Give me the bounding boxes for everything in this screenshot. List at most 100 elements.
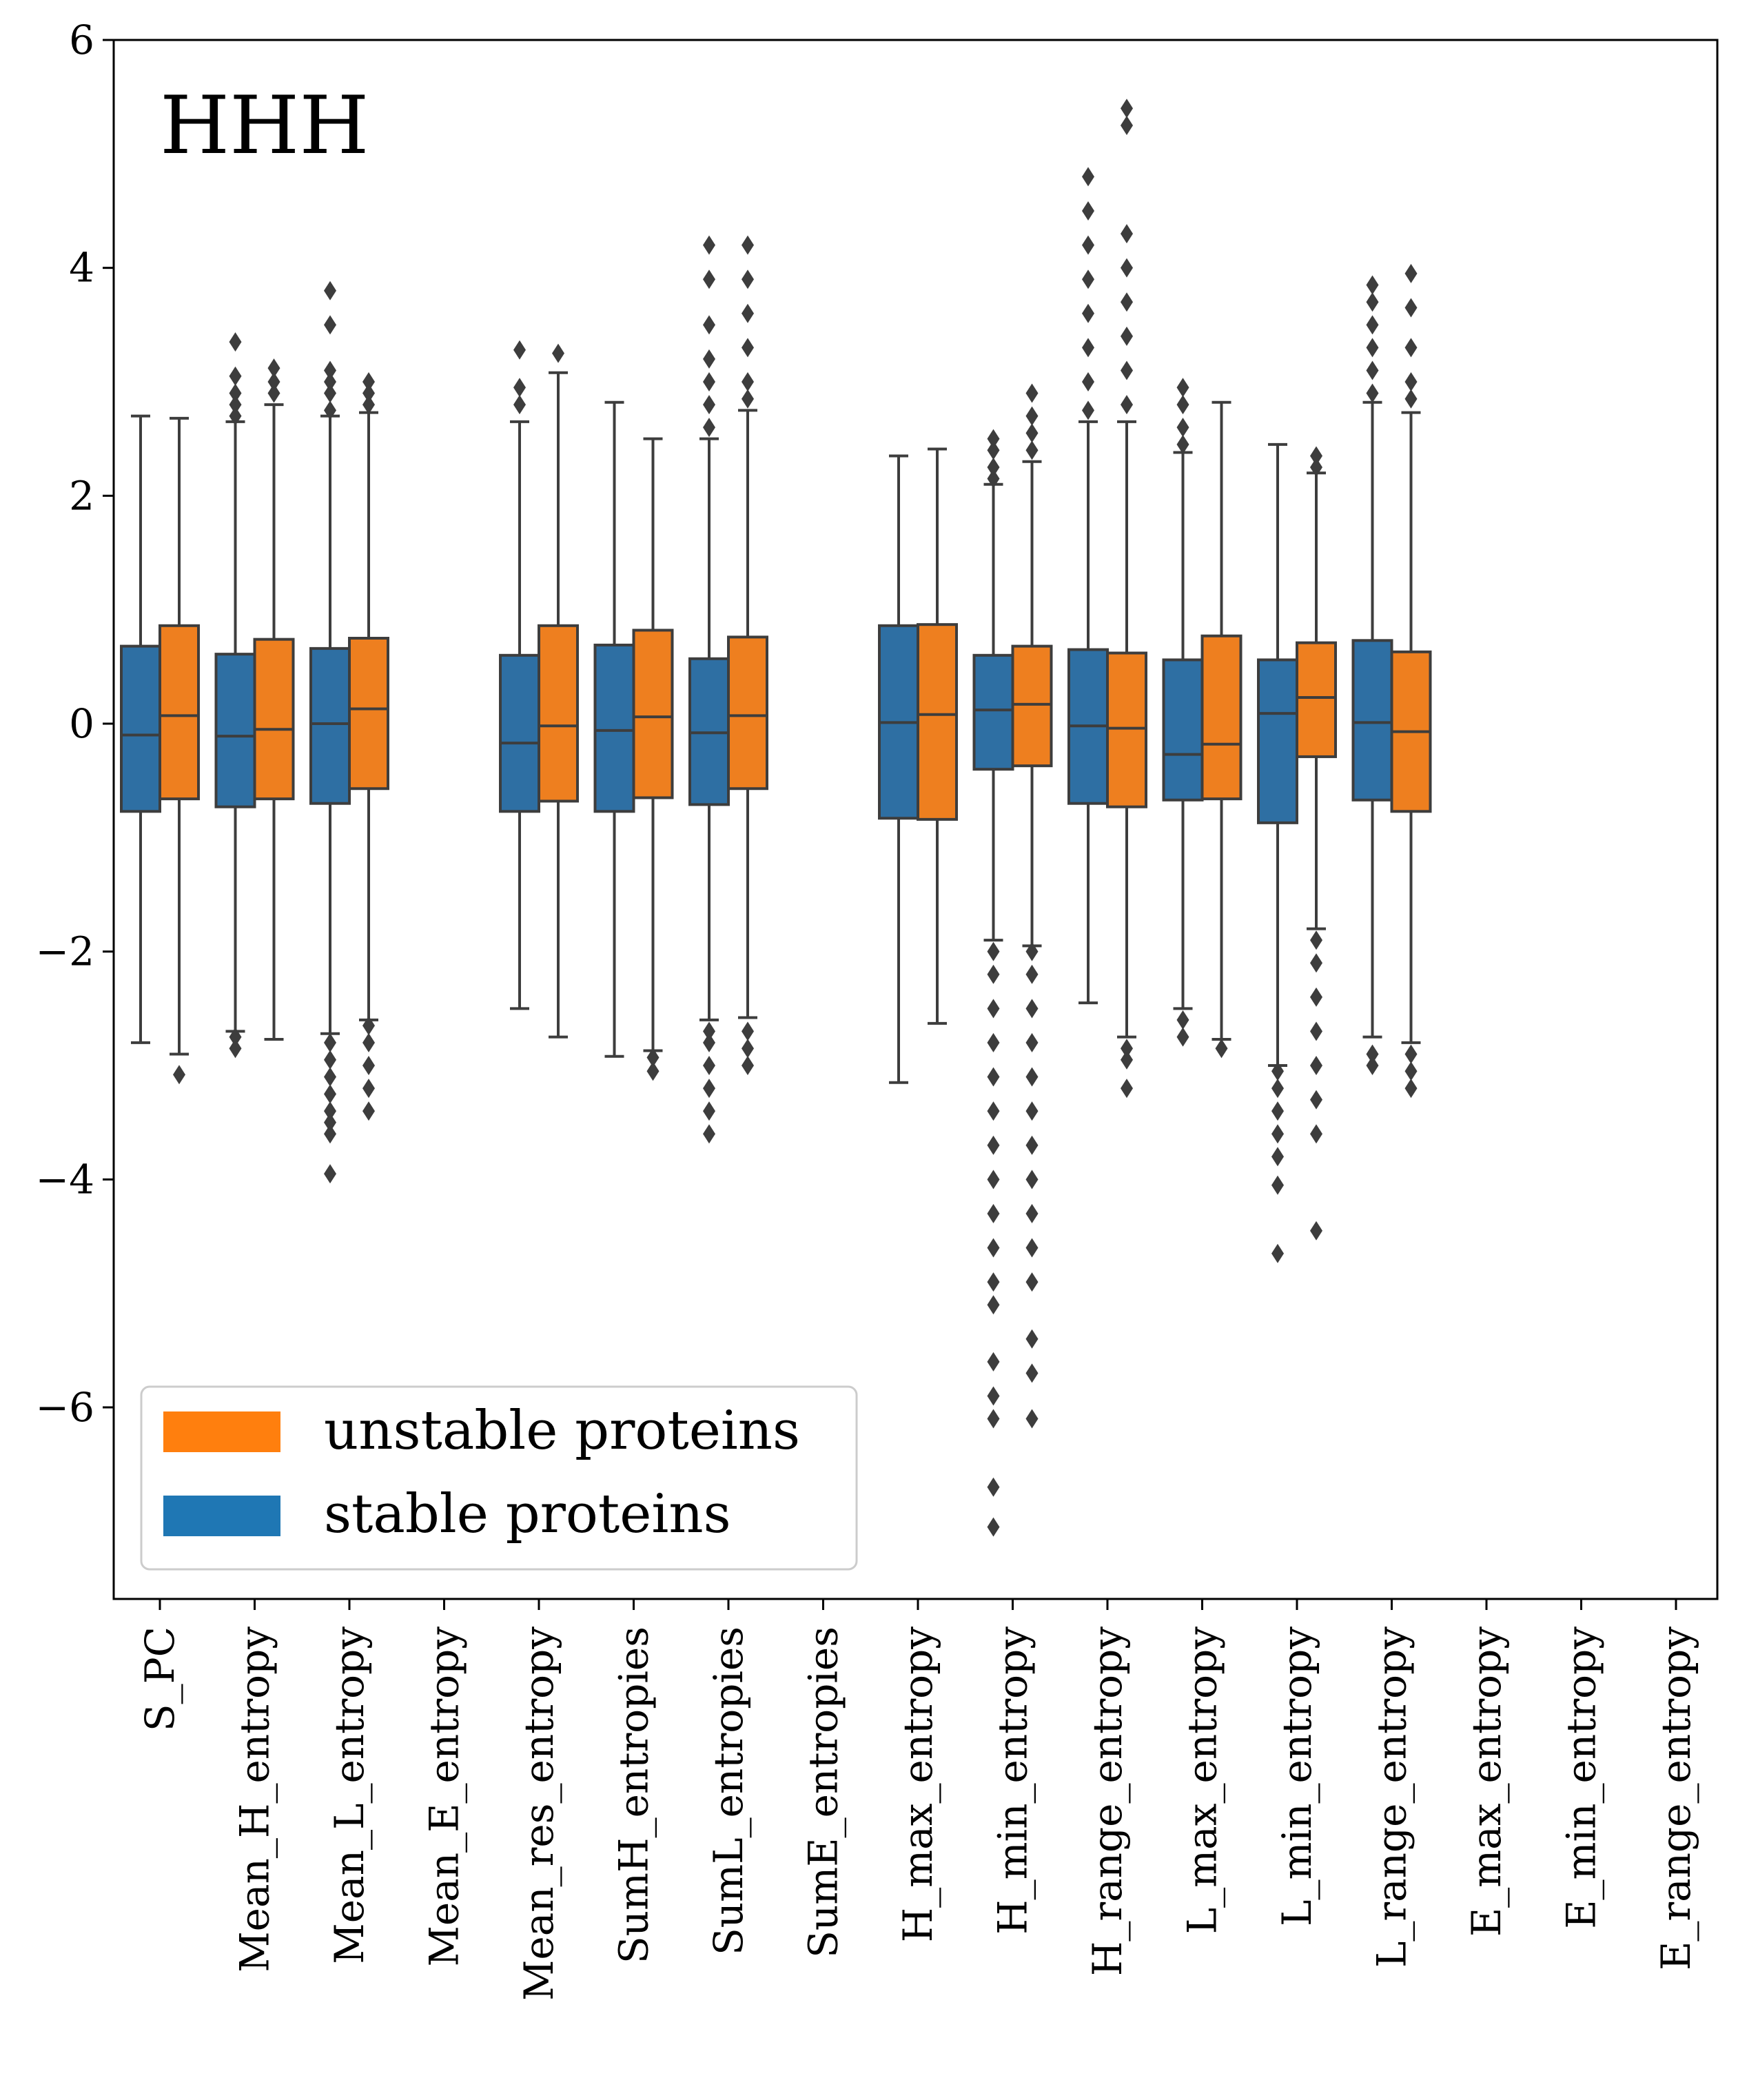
flier-point bbox=[1025, 1203, 1039, 1223]
flier-point bbox=[1025, 1238, 1039, 1258]
flier-point bbox=[742, 389, 754, 409]
flier-point bbox=[1082, 400, 1094, 420]
flier-point bbox=[1025, 1409, 1039, 1429]
flier-point bbox=[987, 1238, 1000, 1258]
flier-point bbox=[703, 349, 715, 369]
flier-point bbox=[1121, 258, 1133, 278]
flier-point bbox=[742, 1039, 754, 1059]
flier-point bbox=[646, 1061, 660, 1081]
flier-point bbox=[1121, 292, 1133, 312]
flier-point bbox=[1310, 1124, 1322, 1144]
flier-point bbox=[1271, 1061, 1284, 1081]
panel-label: HHH bbox=[160, 79, 369, 172]
flier-point bbox=[1310, 930, 1322, 950]
flier-point bbox=[703, 315, 715, 335]
flier-point bbox=[1366, 1044, 1379, 1064]
x-axis: S_PC Mean_H_entropy Mean_L_entropy Mean_E_e… bbox=[136, 1599, 1699, 2001]
flier-point bbox=[1310, 1090, 1322, 1110]
flier-point bbox=[362, 372, 375, 391]
x-tick-label: E_range_entropy bbox=[1653, 1627, 1699, 1970]
box-body bbox=[632, 629, 674, 799]
box-group bbox=[632, 437, 674, 1081]
box-body bbox=[593, 643, 635, 813]
flier-point bbox=[229, 406, 242, 426]
flier-point bbox=[324, 1067, 336, 1087]
flier-point bbox=[324, 1112, 336, 1132]
box-body bbox=[917, 623, 958, 821]
flier-point bbox=[1176, 434, 1189, 454]
flier-point bbox=[1176, 378, 1189, 398]
box-group bbox=[1296, 446, 1337, 1241]
flier-point bbox=[703, 235, 715, 255]
box-body bbox=[348, 637, 389, 791]
box-group bbox=[1067, 167, 1109, 1005]
flier-point bbox=[1310, 1021, 1322, 1041]
flier-point bbox=[229, 332, 242, 352]
x-tick-label: Mean_E_entropy bbox=[421, 1627, 468, 1967]
y-tick-label: −6 bbox=[36, 1384, 95, 1431]
box-group bbox=[120, 414, 161, 1044]
flier-point bbox=[1082, 201, 1094, 221]
x-tick-label: SumH_entropies bbox=[611, 1627, 657, 1964]
flier-point bbox=[362, 1056, 375, 1075]
flier-point bbox=[1121, 1050, 1133, 1070]
flier-point bbox=[646, 1048, 660, 1068]
flier-point bbox=[987, 440, 1000, 460]
flier-point bbox=[324, 1084, 336, 1104]
flier-point bbox=[987, 964, 1000, 984]
flier-point bbox=[1366, 275, 1379, 295]
flier-point bbox=[1310, 1056, 1322, 1075]
box-group bbox=[538, 343, 579, 1039]
flier-point bbox=[1025, 1101, 1039, 1121]
y-tick-label: 2 bbox=[69, 472, 94, 519]
box-group bbox=[214, 332, 256, 1059]
flier-point bbox=[1025, 964, 1039, 984]
box-group bbox=[1390, 263, 1432, 1099]
x-tick-label: SumE_entropies bbox=[800, 1627, 847, 1958]
flier-point bbox=[1404, 1044, 1418, 1064]
box-group bbox=[1351, 275, 1393, 1075]
flier-point bbox=[987, 1203, 1000, 1223]
x-tick-label: SumL_entropies bbox=[705, 1627, 752, 1955]
flier-point bbox=[1176, 1010, 1189, 1030]
flier-point bbox=[513, 378, 526, 398]
y-tick-label: −4 bbox=[36, 1156, 95, 1203]
flier-point bbox=[987, 1517, 1000, 1537]
flier-point bbox=[362, 1101, 375, 1121]
box-body bbox=[309, 646, 351, 805]
flier-point bbox=[987, 429, 1000, 449]
flier-point bbox=[1271, 1243, 1284, 1263]
flier-point bbox=[703, 269, 715, 289]
flier-point bbox=[324, 383, 336, 403]
box-group bbox=[593, 400, 635, 1058]
flier-point bbox=[324, 1101, 336, 1121]
boxes-layer bbox=[120, 99, 1432, 1537]
flier-point bbox=[324, 1164, 336, 1184]
flier-point bbox=[703, 395, 715, 415]
flier-point bbox=[1025, 423, 1039, 443]
plot-frame bbox=[112, 39, 1719, 1600]
flier-point bbox=[1366, 1056, 1379, 1075]
flier-point bbox=[1310, 987, 1322, 1007]
x-tick-label: S_PC bbox=[136, 1627, 183, 1731]
flier-point bbox=[1121, 224, 1133, 244]
flier-point bbox=[703, 418, 715, 438]
flier-point bbox=[987, 1386, 1000, 1406]
flier-point bbox=[703, 372, 715, 391]
flier-point bbox=[267, 358, 280, 378]
box-group bbox=[253, 358, 295, 1041]
flier-point bbox=[362, 1032, 375, 1052]
flier-point bbox=[1404, 263, 1418, 283]
flier-point bbox=[362, 383, 375, 403]
flier-point bbox=[987, 458, 1000, 477]
flier-point bbox=[229, 383, 242, 403]
x-tick-label: L_min_entropy bbox=[1274, 1627, 1320, 1926]
flier-point bbox=[229, 395, 242, 415]
flier-point bbox=[1025, 1329, 1039, 1349]
flier-point bbox=[324, 400, 336, 420]
box-group bbox=[499, 340, 540, 1010]
flier-point bbox=[987, 1032, 1000, 1052]
flier-point bbox=[1404, 338, 1418, 358]
x-tick-label: Mean_L_entropy bbox=[326, 1627, 373, 1964]
flier-point bbox=[1121, 395, 1133, 415]
